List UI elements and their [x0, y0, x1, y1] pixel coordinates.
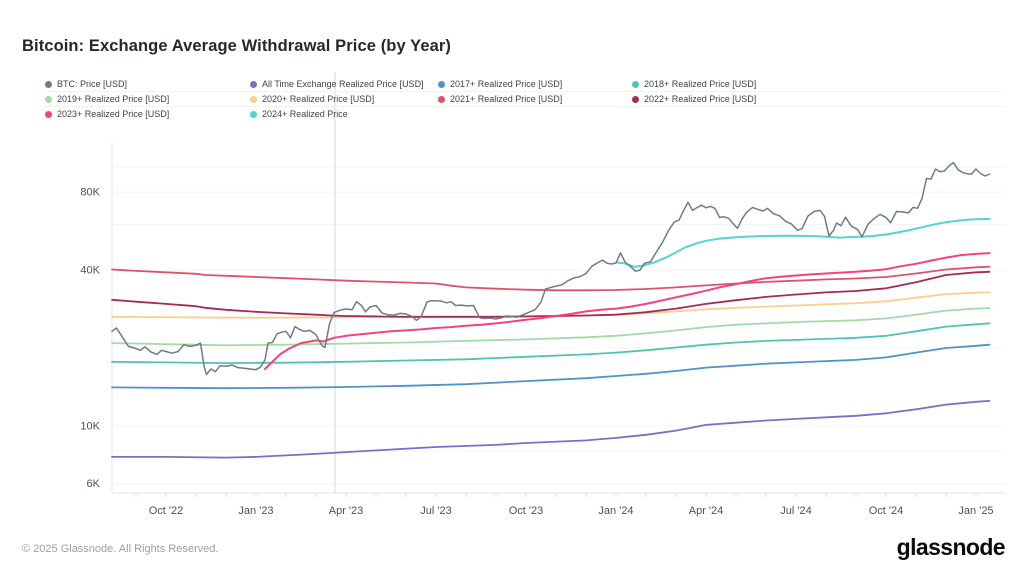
- legend-dot-icon: [438, 95, 445, 103]
- legend-item-label: 2022+ Realized Price [USD]: [644, 94, 757, 104]
- legend-dot-icon: [438, 80, 445, 88]
- series-y2017: [111, 343, 991, 390]
- legend-item-label: 2020+ Realized Price [USD]: [262, 94, 375, 104]
- y-axis-label: 40K: [80, 265, 100, 277]
- legend-item-label: 2023+ Realized Price [USD]: [57, 109, 170, 119]
- legend-item-all_time[interactable]: All Time Exchange Realized Price [USD]: [250, 77, 438, 91]
- legend-item-y2024[interactable]: 2024+ Realized Price: [250, 107, 438, 121]
- legend-item-label: 2024+ Realized Price: [262, 109, 348, 119]
- legend-item-label: All Time Exchange Realized Price [USD]: [262, 79, 424, 89]
- series-y2019: [111, 307, 991, 347]
- copyright-text: © 2025 Glassnode. All Rights Reserved.: [22, 543, 219, 555]
- series-all_time: [111, 399, 991, 459]
- series-y2022: [111, 270, 991, 318]
- legend-item-y2022[interactable]: 2022+ Realized Price [USD]: [632, 92, 1006, 106]
- legend-item-y2020[interactable]: 2020+ Realized Price [USD]: [250, 92, 438, 106]
- legend-item-y2019[interactable]: 2019+ Realized Price [USD]: [45, 92, 250, 106]
- legend-item-label: 2021+ Realized Price [USD]: [450, 94, 563, 104]
- legend-item-label: 2019+ Realized Price [USD]: [57, 94, 170, 104]
- x-axis-label: Oct '24: [869, 505, 904, 517]
- series-y2021: [111, 265, 991, 292]
- legend-dot-icon: [632, 95, 639, 103]
- series-y2023: [264, 252, 991, 370]
- legend-item-y2021[interactable]: 2021+ Realized Price [USD]: [438, 92, 632, 106]
- x-axis-label: Oct '22: [149, 505, 184, 517]
- chart-legend: BTC: Price [USD] All Time Exchange Realiz…: [45, 77, 1006, 121]
- legend-dot-icon: [250, 110, 257, 118]
- page-title: Bitcoin: Exchange Average Withdrawal Pri…: [22, 37, 451, 56]
- legend-row: 2019+ Realized Price [USD] 2020+ Realized…: [45, 92, 1006, 107]
- legend-row: BTC: Price [USD] All Time Exchange Realiz…: [45, 77, 1006, 92]
- glassnode-logo: glassnode: [896, 534, 1006, 560]
- legend-dot-icon: [45, 110, 52, 118]
- x-axis-label: Oct '23: [509, 505, 544, 517]
- y-axis-label: 10K: [80, 421, 100, 433]
- legend-item-y2023[interactable]: 2023+ Realized Price [USD]: [45, 107, 250, 121]
- legend-dot-icon: [45, 95, 52, 103]
- legend-dot-icon: [632, 80, 639, 88]
- x-axis-label: Jan '25: [958, 505, 993, 517]
- y-axis-label: 6K: [87, 478, 101, 490]
- legend-item-label: 2018+ Realized Price [USD]: [644, 79, 757, 89]
- x-axis-label: Jul '24: [780, 505, 811, 517]
- legend-item-btc[interactable]: BTC: Price [USD]: [45, 77, 250, 91]
- y-axis-label: 80K: [80, 187, 100, 199]
- legend-item-label: 2017+ Realized Price [USD]: [450, 79, 563, 89]
- x-axis-label: Jan '24: [598, 505, 633, 517]
- legend-dot-icon: [250, 80, 257, 88]
- series-btc: [111, 161, 991, 376]
- series-y2020: [111, 291, 991, 319]
- legend-dot-icon: [250, 95, 257, 103]
- legend-item-y2018[interactable]: 2018+ Realized Price [USD]: [632, 77, 1006, 91]
- legend-dot-icon: [45, 80, 52, 88]
- x-axis-label: Jul '23: [420, 505, 451, 517]
- series-y2024: [616, 218, 991, 268]
- legend-item-y2017[interactable]: 2017+ Realized Price [USD]: [438, 77, 632, 91]
- x-axis-label: Apr '23: [329, 505, 364, 517]
- series-y2018: [111, 322, 991, 365]
- x-axis-label: Apr '24: [689, 505, 724, 517]
- legend-item-label: BTC: Price [USD]: [57, 79, 128, 89]
- x-axis-label: Jan '23: [238, 505, 273, 517]
- legend-row: 2023+ Realized Price [USD] 2024+ Realized…: [45, 107, 1006, 121]
